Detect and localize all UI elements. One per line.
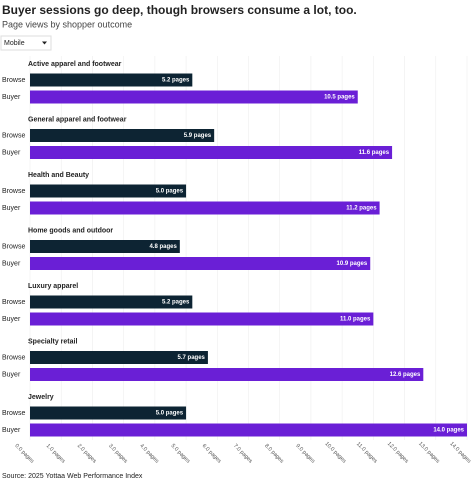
value-label: 5.0 pages [156,411,184,417]
bar [30,146,393,159]
x-tick-label: 12.0 pages [386,441,410,465]
bar [30,73,193,87]
dropdown-label[interactable]: Mobile [4,40,25,47]
x-tick-label: 14.0 pages [448,441,472,465]
row-label: Browse [2,188,25,195]
row-label: Browse [2,77,25,84]
row-label: Browse [2,243,25,250]
value-label: 4.8 pages [149,244,177,250]
bar [30,90,358,104]
x-tick-label: 9.0 pages [294,443,316,465]
value-label: 5.2 pages [162,300,190,306]
x-tick-label: 6.0 pages [201,443,223,465]
value-label: 5.9 pages [184,133,212,139]
row-label: Browse [2,354,25,361]
row-label: Buyer [2,149,21,156]
dropdown-arrow[interactable] [42,41,47,45]
dropdown-box[interactable] [0,35,52,51]
row-label: Browse [2,299,25,306]
row-label: Buyer [2,316,21,323]
bar [30,368,424,381]
group-title: Jewelry [28,394,54,401]
bar [30,184,187,198]
value-label: 5.7 pages [178,355,206,361]
x-tick-label: 4.0 pages [138,443,160,465]
x-tick-label: 5.0 pages [170,443,192,465]
bar [30,201,380,215]
value-label: 11.2 pages [346,206,377,212]
row-label: Buyer [2,371,21,378]
row-label: Buyer [2,94,21,101]
group-title: Luxury apparel [28,283,78,290]
group-title: Health and Beauty [28,172,89,179]
row-label: Browse [2,132,25,139]
row-label: Browse [2,410,25,417]
row-label: Buyer [2,205,21,212]
bar [30,351,208,364]
x-tick-label: 10.0 pages [323,441,347,465]
bar [30,240,180,253]
x-tick-label: 3.0 pages [107,443,129,465]
value-label: 10.5 pages [324,95,355,101]
bar [30,129,215,142]
bar [30,295,193,309]
chart-title: Buyer sessions go deep, though browsers … [2,3,357,17]
value-label: 11.0 pages [340,317,371,323]
x-tick-label: 13.0 pages [417,441,441,465]
group-title: Home goods and outdoor [28,227,113,234]
group-title: Active apparel and footwear [28,61,122,68]
value-label: 5.0 pages [156,189,184,195]
bar [30,257,371,270]
value-label: 12.6 pages [390,372,421,378]
x-tick-label: 2.0 pages [76,443,98,465]
source: Source: 2025 Yottaa Web Performance Inde… [2,473,143,480]
row-label: Buyer [2,260,21,267]
bar [30,312,374,326]
value-label: 10.9 pages [337,261,368,267]
group-title: Specialty retail [28,338,77,345]
chart-subtitle: Page views by shopper outcome [2,19,132,29]
group-title: General apparel and footwear [28,116,127,123]
row-label: Buyer [2,427,21,434]
dropdown[interactable]: Mobile [0,35,52,51]
value-label: 5.2 pages [162,78,190,84]
x-tick-label: 1.0 pages [45,443,67,465]
value-label: 14.0 pages [433,428,464,434]
bar [30,406,187,420]
x-tick-label: 0.0 pages [13,443,35,465]
x-tick-label: 7.0 pages [232,443,254,465]
bar [30,423,467,437]
x-tick-label: 8.0 pages [263,443,285,465]
value-label: 11.6 pages [359,150,390,156]
x-tick-label: 11.0 pages [355,441,378,464]
